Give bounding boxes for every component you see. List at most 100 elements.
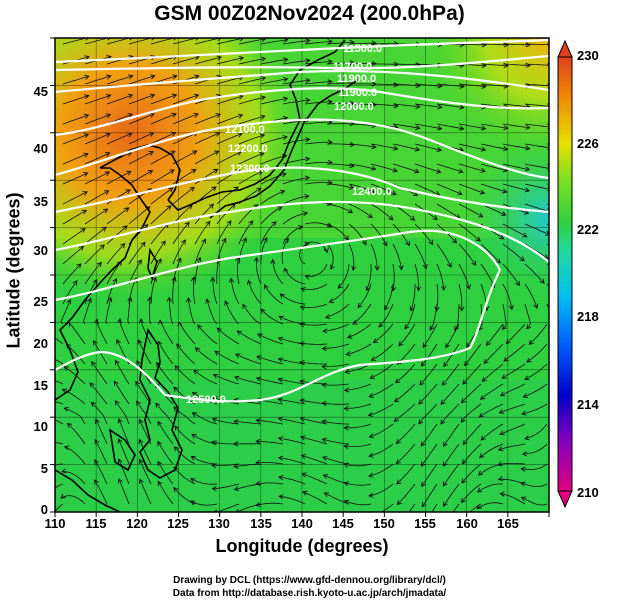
- streamline-arrow: [405, 240, 410, 247]
- contour-label: 11900.0: [337, 73, 376, 85]
- streamline: [256, 257, 262, 285]
- streamline: [440, 383, 460, 405]
- contour-labels: 11500.0 11700.0 11900.0 11900.0 12000.0 …: [186, 43, 392, 406]
- streamline-arrow: [255, 438, 261, 445]
- streamline: [62, 280, 78, 305]
- streamline: [524, 263, 545, 284]
- streamline-arrow: [368, 452, 374, 459]
- streamline-arrow: [391, 190, 397, 196]
- streamline: [278, 457, 306, 465]
- streamline: [216, 151, 242, 165]
- streamline: [304, 141, 332, 145]
- streamline-arrow: [459, 306, 465, 312]
- streamline: [436, 243, 452, 268]
- streamline: [150, 56, 178, 65]
- streamline-arrow: [520, 496, 527, 502]
- contour-label: 12300.0: [230, 163, 270, 175]
- streamline: [91, 402, 108, 425]
- streamline: [521, 496, 548, 506]
- streamline: [348, 123, 376, 127]
- streamline-arrow: [481, 42, 487, 48]
- streamline: [194, 169, 218, 185]
- streamline-arrow: [382, 241, 388, 247]
- streamline-arrow: [415, 125, 421, 131]
- streamline: [95, 419, 108, 445]
- streamline-arrow: [256, 355, 262, 361]
- streamline-arrow: [221, 237, 227, 244]
- streamline: [260, 155, 287, 165]
- streamline-arrow: [519, 256, 525, 262]
- streamline-arrow: [393, 82, 399, 88]
- streamline-arrow: [447, 262, 452, 268]
- streamline: [94, 479, 108, 505]
- streamline: [178, 322, 196, 345]
- height-contours: [55, 38, 549, 403]
- streamline: [369, 383, 394, 398]
- streamline-arrow: [454, 325, 459, 332]
- streamline: [128, 170, 153, 185]
- streamline: [304, 41, 332, 45]
- streamline: [414, 183, 440, 196]
- streamline-arrow: [136, 360, 142, 366]
- streamline-arrow: [189, 500, 196, 506]
- streamline-arrow: [149, 112, 155, 118]
- streamline-arrow: [368, 472, 374, 478]
- streamline-arrow: [172, 74, 178, 80]
- streamline-arrow: [503, 42, 509, 48]
- streamline-arrow: [89, 382, 95, 388]
- streamline: [216, 57, 244, 65]
- streamline: [410, 284, 416, 311]
- streamline: [282, 212, 308, 225]
- streamline-arrow: [372, 338, 379, 344]
- streamline: [278, 476, 306, 485]
- streamline-arrow: [321, 437, 328, 443]
- streamline-arrow: [321, 345, 327, 352]
- streamline: [344, 403, 372, 409]
- streamline: [157, 461, 174, 485]
- streamline-arrow: [393, 417, 399, 422]
- streamline: [118, 478, 130, 505]
- streamline: [414, 83, 442, 87]
- streamline: [322, 402, 350, 405]
- streamline-arrow: [524, 166, 531, 172]
- streamline-arrow: [299, 416, 306, 422]
- streamline-arrow: [233, 463, 239, 469]
- streamline: [524, 423, 548, 440]
- streamline-arrow: [398, 265, 404, 271]
- streamline-arrow: [442, 501, 448, 507]
- streamline: [128, 75, 155, 85]
- streamline: [106, 94, 133, 105]
- streamline: [62, 133, 89, 145]
- contour-label: 11500.0: [343, 43, 382, 55]
- streamline-arrow: [343, 481, 349, 487]
- streamline: [443, 483, 460, 507]
- streamline-arrow: [300, 453, 306, 459]
- streamline-arrow: [190, 478, 196, 483]
- streamline-arrow: [193, 369, 199, 375]
- streamline-arrow: [460, 398, 467, 404]
- streamline-arrow: [349, 100, 355, 106]
- streamline: [212, 418, 240, 425]
- streamline-arrow: [283, 76, 289, 83]
- streamline: [172, 239, 186, 265]
- streamline: [348, 183, 375, 193]
- streamline-arrow: [151, 276, 157, 283]
- streamline: [304, 81, 332, 85]
- streamline: [369, 463, 394, 477]
- streamline-arrow: [344, 369, 350, 375]
- streamline: [62, 389, 86, 405]
- streamline: [337, 263, 350, 289]
- streamline: [300, 323, 328, 326]
- streamline: [344, 423, 372, 429]
- streamline-arrow: [415, 103, 421, 110]
- streamline-arrow: [160, 240, 166, 246]
- streamline-arrow: [224, 300, 230, 306]
- streamline: [91, 361, 108, 385]
- streamline-arrow: [299, 379, 305, 385]
- streamline: [454, 303, 460, 331]
- streamline: [83, 298, 92, 325]
- streamline: [486, 323, 504, 346]
- streamline: [436, 83, 464, 87]
- x-axis-label: Longitude (degrees): [215, 536, 389, 556]
- streamline-arrow: [443, 361, 449, 368]
